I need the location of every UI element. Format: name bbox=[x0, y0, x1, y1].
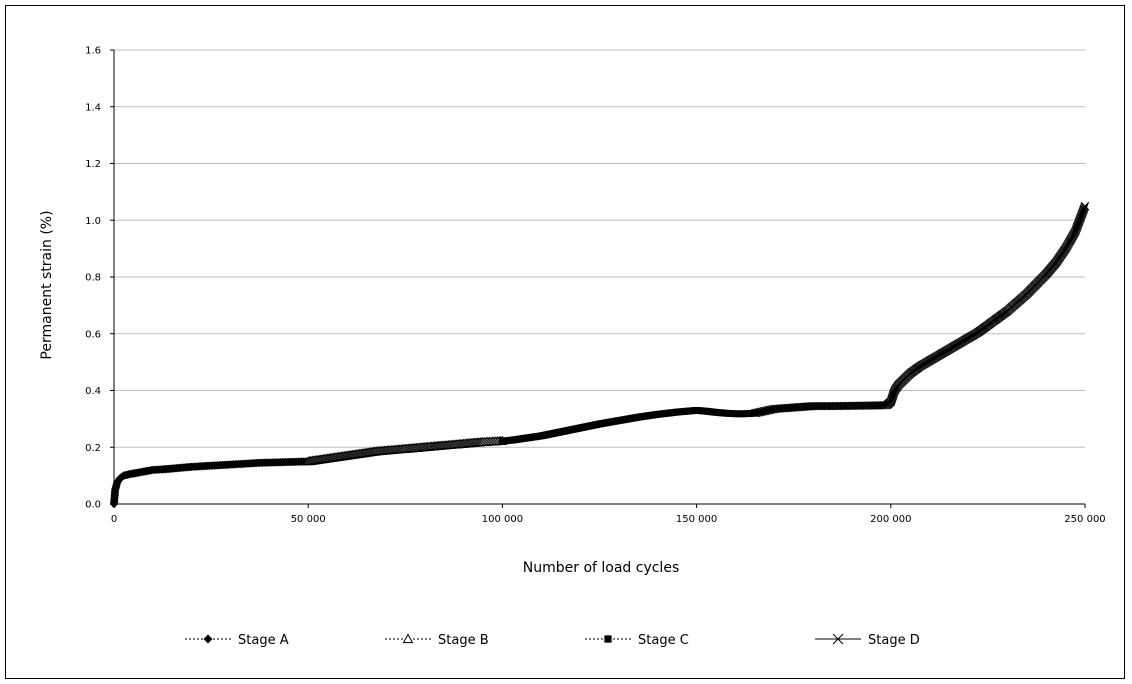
x-tick-label: 250 000 bbox=[1064, 514, 1105, 525]
y-tick-label: 1.0 bbox=[85, 216, 101, 227]
series-stage-d bbox=[750, 201, 1090, 418]
legend: Stage A Stage B Stage C Stage D bbox=[185, 633, 920, 648]
legend-marker bbox=[203, 634, 213, 644]
x-axis-title: Number of load cycles bbox=[523, 560, 679, 576]
legend-label: Stage C bbox=[638, 633, 689, 648]
y-tick-label: 0.8 bbox=[85, 273, 101, 284]
y-tick-label: 1.2 bbox=[85, 159, 101, 170]
y-tick-label: 0.0 bbox=[85, 500, 101, 511]
y-tick-label: 1.4 bbox=[85, 102, 101, 113]
legend-label: Stage A bbox=[238, 633, 289, 648]
legend-label: Stage B bbox=[438, 633, 489, 648]
data-point bbox=[1079, 204, 1089, 213]
legend-marker bbox=[604, 635, 612, 643]
gridlines bbox=[114, 49, 1085, 448]
x-tick-label: 0 bbox=[111, 514, 117, 525]
series-markers bbox=[109, 201, 1090, 509]
y-axis-title: Permanent strain (%) bbox=[39, 210, 55, 359]
legend-marker bbox=[402, 633, 414, 644]
series-stage-b bbox=[303, 435, 508, 466]
y-tick-label: 0.2 bbox=[85, 443, 101, 454]
legend-item-stage-b: Stage B bbox=[385, 633, 489, 648]
x-tick-label: 200 000 bbox=[870, 514, 911, 525]
y-tick-label: 1.6 bbox=[85, 46, 101, 57]
y-tick-labels: 0.0 0.2 0.4 0.6 0.8 1.0 1.2 1.4 1.6 bbox=[85, 46, 114, 511]
x-tick-label: 100 000 bbox=[482, 514, 523, 525]
legend-marker bbox=[832, 633, 844, 645]
series-stage-c bbox=[499, 407, 759, 445]
series-stage-a bbox=[109, 457, 313, 509]
data-point bbox=[1080, 203, 1089, 212]
legend-item-stage-c: Stage C bbox=[585, 633, 689, 648]
legend-item-stage-a: Stage A bbox=[185, 633, 289, 648]
legend-item-stage-d: Stage D bbox=[815, 633, 920, 648]
y-tick-label: 0.4 bbox=[85, 386, 101, 397]
x-tick-label: 50 000 bbox=[291, 514, 326, 525]
y-tick-label: 0.6 bbox=[85, 329, 101, 340]
x-tick-labels: 0 50 000 100 000 150 000 200 000 250 000 bbox=[111, 504, 1106, 525]
x-tick-label: 150 000 bbox=[676, 514, 717, 525]
data-point bbox=[1080, 201, 1090, 211]
legend-label: Stage D bbox=[868, 633, 920, 648]
chart-frame bbox=[5, 5, 1125, 679]
